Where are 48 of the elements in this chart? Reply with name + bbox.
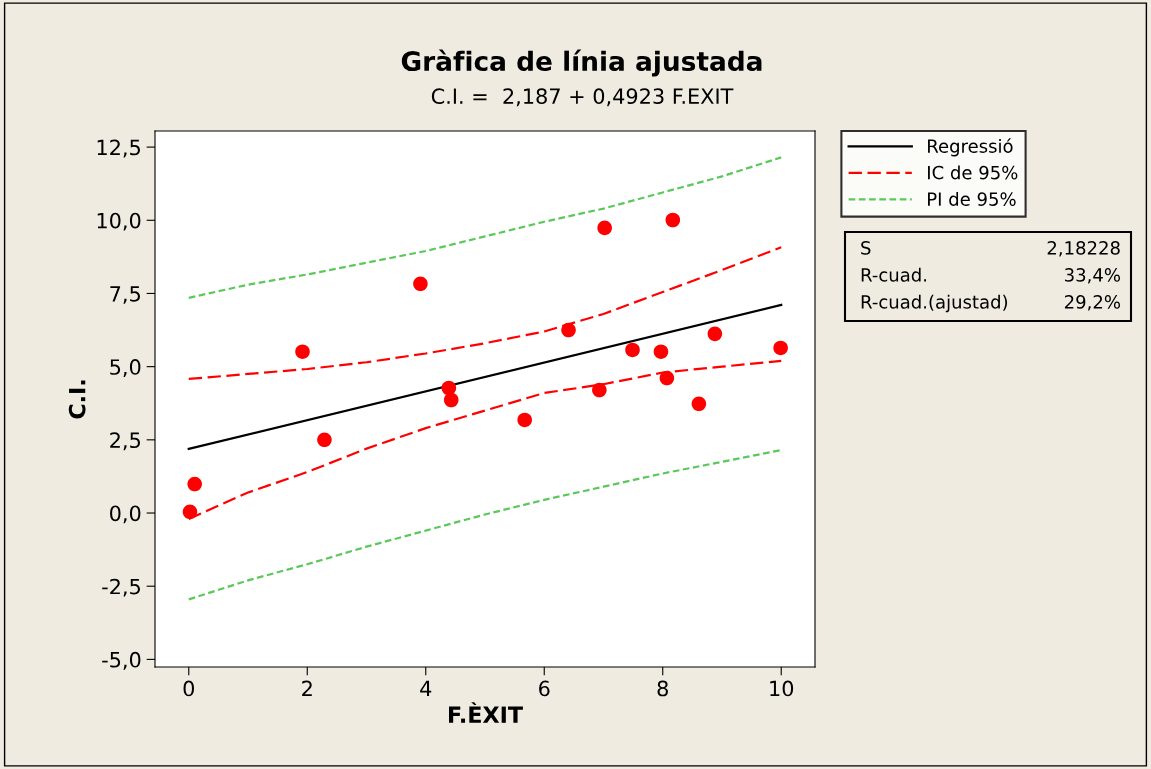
point xyxy=(317,432,332,448)
y-tick-label: 0,0 xyxy=(110,505,141,524)
y-tick-label: 12,5 xyxy=(97,139,140,158)
legend-label: IC de 95% xyxy=(928,165,1018,180)
x-tick-label: 6 xyxy=(539,680,550,697)
point xyxy=(691,396,707,412)
y-tick-label: 7,5 xyxy=(110,286,140,304)
point xyxy=(592,382,607,398)
line-series xyxy=(187,448,783,601)
point xyxy=(187,476,202,492)
text: R-cuad. xyxy=(861,267,927,282)
text: 33,4% xyxy=(1065,268,1120,284)
y-tick-label: -2,5 xyxy=(102,578,140,597)
point xyxy=(443,392,459,408)
chart-subtitle: C.I. = 2,187 + 0,4923 F.EXIT xyxy=(431,88,734,107)
point xyxy=(441,380,457,396)
y-axis-title: C.I. xyxy=(68,380,86,419)
text: S xyxy=(861,241,871,255)
y-tick-label: 2,5 xyxy=(110,432,140,451)
x-tick-label: 4 xyxy=(420,680,432,697)
y-tick-label: 10,0 xyxy=(97,212,141,231)
x-tick-label: 10 xyxy=(770,680,794,697)
line-series xyxy=(187,246,783,381)
point xyxy=(625,342,640,358)
point xyxy=(517,412,532,428)
x-tick-label: 2 xyxy=(302,680,312,697)
text: 2,18228 xyxy=(1047,241,1120,257)
x-tick-label: 0 xyxy=(183,680,195,697)
point xyxy=(665,212,681,228)
line-series xyxy=(187,156,783,299)
x-tick-label: 8 xyxy=(657,680,668,697)
y-tick-label: -5,0 xyxy=(102,651,141,670)
legend-label: PI de 95% xyxy=(928,191,1016,206)
point xyxy=(659,370,675,386)
point xyxy=(561,322,576,338)
y-tick-label: 5,0 xyxy=(110,359,141,377)
point xyxy=(597,220,612,236)
text: 29,2% xyxy=(1064,295,1120,311)
point xyxy=(413,276,428,292)
x-axis-title: F.ÈXIT xyxy=(449,702,523,723)
chart-title: Gràfica de línia ajustada xyxy=(401,49,762,77)
point xyxy=(295,344,310,360)
point xyxy=(653,344,669,360)
text: R-cuad.(ajustad) xyxy=(861,294,1008,313)
point xyxy=(773,340,788,356)
point xyxy=(182,504,198,520)
legend-label: Regressió xyxy=(928,138,1013,157)
point xyxy=(707,326,723,342)
